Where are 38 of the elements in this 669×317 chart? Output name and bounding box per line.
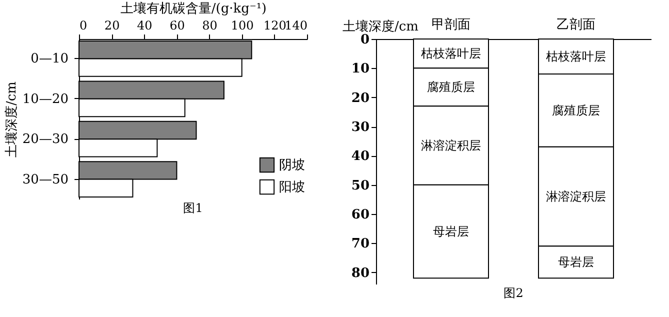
legend-label: 阳坡 — [279, 180, 305, 195]
series-label: 腐殖质层 — [427, 80, 475, 94]
series-label: 淋溶淀积层 — [421, 138, 481, 152]
series-label: 母岩层 — [558, 255, 594, 270]
x-tick-label: 120 — [263, 18, 286, 32]
legend-label: 阴坡 — [279, 158, 305, 173]
text: 枯枝落叶层 — [546, 50, 606, 64]
text: 母岩层 — [433, 224, 469, 238]
y-tick-label: 10 — [351, 62, 370, 77]
caption: 图2 — [504, 286, 524, 300]
y-tick-label: 10—20 — [22, 92, 68, 107]
x-tick-label: 140 — [284, 18, 308, 32]
y-tick-label: 30 — [351, 120, 370, 135]
y-tick-label: 30—50 — [22, 172, 68, 188]
y-tick-label: 50 — [351, 178, 370, 194]
y-tick-label: 0 — [360, 32, 370, 48]
x-tick-label: 60 — [170, 18, 185, 32]
x-axis-title: 土壤有机碳含量/(g·kg⁻¹) — [120, 2, 267, 16]
y-axis-title: 土壤深度/cm — [3, 82, 20, 158]
y-tick-label: 0—10 — [30, 52, 68, 67]
caption: 图1 — [183, 201, 203, 215]
y-tick-label: 20—30 — [22, 132, 68, 148]
x-tick-label: 80 — [202, 18, 218, 32]
x-tick-label: 20 — [104, 18, 120, 32]
y-tick-label: 70 — [351, 236, 370, 252]
y-tick-label: 80 — [351, 266, 370, 281]
x-tick-label: 0 — [80, 18, 88, 32]
y-tick-label: 60 — [351, 208, 370, 222]
x-tick-label: 乙剖面 — [556, 18, 596, 32]
y-axis-title: 土壤深度/cm — [342, 18, 418, 34]
y-tick-label: 40 — [351, 149, 370, 164]
x-tick-label: 100 — [230, 18, 254, 32]
text: 淋溶淀积层 — [546, 190, 606, 204]
text: 腐殖质层 — [552, 103, 600, 118]
x-tick-label: 40 — [137, 18, 152, 32]
x-tick-label: 甲剖面 — [432, 18, 470, 32]
y-tick-label: 20 — [351, 90, 370, 106]
series-label: 枯枝落叶层 — [421, 46, 481, 61]
